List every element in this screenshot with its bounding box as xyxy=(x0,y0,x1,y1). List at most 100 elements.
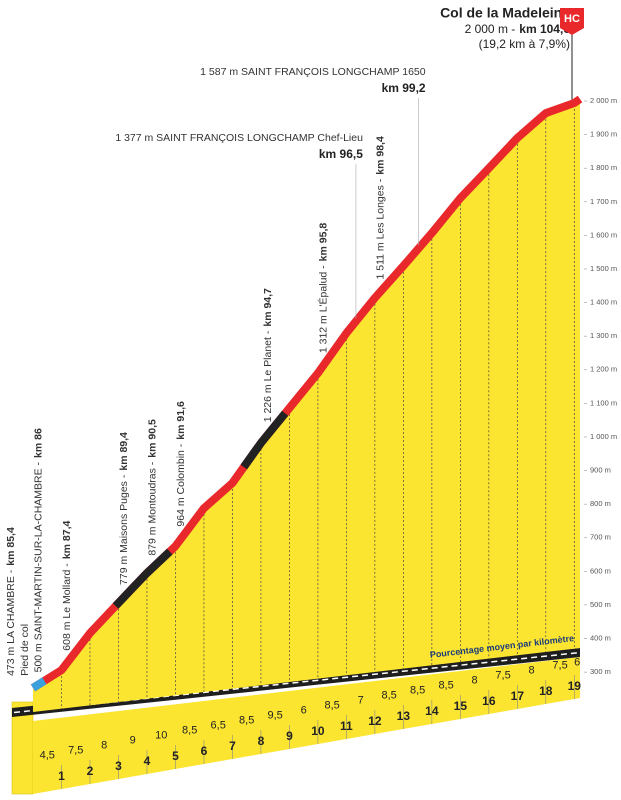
chart-title: Col de la Madeleine xyxy=(440,5,570,21)
gradient-label: 6 xyxy=(301,704,307,716)
y-tick-label: 700 m xyxy=(590,533,611,542)
x-tick-label: 4 xyxy=(144,754,151,768)
waypoint-km: km 91,6 xyxy=(175,401,187,440)
x-tick-label: 14 xyxy=(425,704,439,718)
gradient-label: 6 xyxy=(574,656,580,668)
gradient-label: 8 xyxy=(472,674,478,686)
y-tick-label: 800 m xyxy=(590,499,611,508)
profile-segment xyxy=(30,677,47,692)
x-tick-label: 19 xyxy=(568,679,582,693)
waypoint-label: 1 312 m L'Épalud - km 95,8 xyxy=(316,223,329,354)
waypoint-name: 1 226 m Le Planet - xyxy=(262,330,274,422)
gradient-label: 8,5 xyxy=(239,714,254,726)
gradient-label: 8,5 xyxy=(410,684,425,696)
gradient-label: 8 xyxy=(529,664,535,676)
waypoint-label: 779 m Maisons Puges - km 89,4 xyxy=(118,432,130,585)
waypoint-name: 879 m Montoudras - xyxy=(146,461,158,555)
waypoint-name: 608 m Le Mollard - xyxy=(61,563,73,651)
waypoint-name: 1 511 m Les Longes - xyxy=(374,178,386,279)
gradient-label: 7,5 xyxy=(552,659,567,671)
waypoint-label: 1 377 m SAINT FRANÇOIS LONGCHAMP Chef-Li… xyxy=(115,132,363,144)
waypoint-label: 964 m Colombin - km 91,6 xyxy=(175,401,187,527)
gradient-label: 8 xyxy=(101,739,107,751)
x-tick-label: 10 xyxy=(311,724,325,738)
x-tick-label: 9 xyxy=(286,729,293,743)
gradient-label: 8,5 xyxy=(438,679,453,691)
y-tick-label: 1 700 m xyxy=(590,197,617,206)
x-tick-label: 12 xyxy=(368,714,382,728)
badge-shape xyxy=(560,8,584,35)
y-tick-label: 900 m xyxy=(590,466,611,475)
badge-text: HC xyxy=(564,13,580,25)
y-tick-label: 2 000 m xyxy=(590,96,617,105)
profile-area xyxy=(33,101,580,712)
y-tick-label: 1 300 m xyxy=(590,331,617,340)
x-tick-label: 8 xyxy=(258,734,265,748)
summit-altitude: 2 000 m - xyxy=(465,22,516,36)
x-tick-label: 3 xyxy=(115,759,122,773)
y-tick-label: 1 100 m xyxy=(590,398,617,407)
x-tick-label: 2 xyxy=(87,764,94,778)
waypoint-km: km 85,4 xyxy=(5,527,17,566)
gradient-label: 7,5 xyxy=(495,669,510,681)
gradient-label: 7,5 xyxy=(68,744,83,756)
gradient-label: 8,5 xyxy=(381,689,396,701)
gradient-label: 4,5 xyxy=(40,749,55,761)
waypoint-km: km 87,4 xyxy=(61,520,73,559)
x-tick-label: 6 xyxy=(201,744,208,758)
waypoint-label: 1 226 m Le Planet - km 94,7 xyxy=(262,288,274,422)
waypoint-km: km 99,2 xyxy=(382,81,426,95)
y-tick-label: 1 900 m xyxy=(590,130,617,139)
waypoint-label: 473 m LA CHAMBRE - km 85,4 xyxy=(5,527,17,676)
gradient-label: 6,5 xyxy=(211,719,226,731)
gradient-label: 8,5 xyxy=(324,699,339,711)
y-tick-label: 400 m xyxy=(590,634,611,643)
y-tick-label: 300 m xyxy=(590,667,611,676)
y-tick-label: 500 m xyxy=(590,600,611,609)
x-tick-label: 15 xyxy=(454,699,468,713)
gradient-label: 8,5 xyxy=(182,724,197,736)
waypoint-label: 879 m Montoudras - km 90,5 xyxy=(146,419,158,556)
y-tick-label: 1 200 m xyxy=(590,365,617,374)
x-tick-label: 13 xyxy=(397,709,411,723)
waypoint-label: 500 m SAINT-MARTIN-SUR-LA-CHAMBRE - km 86 xyxy=(32,428,44,672)
waypoint-km: km 86 xyxy=(32,428,44,458)
y-tick-label: 1 500 m xyxy=(590,264,617,273)
summary: (19,2 km à 7,9%) xyxy=(479,37,570,51)
waypoint-sublabel: Pied de col xyxy=(19,624,31,676)
waypoint-km: km 90,5 xyxy=(146,419,158,458)
waypoint-km: km 96,5 xyxy=(319,147,363,161)
x-tick-label: 11 xyxy=(340,719,353,733)
x-tick-label: 1 xyxy=(58,769,65,783)
summit-line: 2 000 m - km 104,6 xyxy=(465,22,571,36)
gradient-label: 9,5 xyxy=(268,709,283,721)
waypoint-name: 964 m Colombin - xyxy=(175,443,187,526)
x-tick-label: 16 xyxy=(482,694,496,708)
x-tick-label: 7 xyxy=(229,739,236,753)
base-front-face xyxy=(33,657,580,794)
waypoint-name: 779 m Maisons Puges - xyxy=(118,474,130,585)
waypoint-name: 473 m LA CHAMBRE - xyxy=(5,569,17,676)
waypoint-km: km 89,4 xyxy=(118,432,130,471)
waypoint-label: 608 m Le Mollard - km 87,4 xyxy=(61,520,73,650)
waypoint-label: 1 587 m SAINT FRANÇOIS LONGCHAMP 1650 xyxy=(200,66,426,78)
waypoint-name: 1 312 m L'Épalud - xyxy=(316,265,329,353)
gradient-label: 7 xyxy=(358,694,364,706)
waypoint-km: km 98,4 xyxy=(374,136,386,175)
gradient-label: 9 xyxy=(130,734,136,746)
waypoint-km: km 94,7 xyxy=(262,288,274,327)
y-tick-label: 1 400 m xyxy=(590,298,617,307)
waypoint-km: km 95,8 xyxy=(317,223,329,262)
y-tick-label: 1 600 m xyxy=(590,230,617,239)
x-tick-label: 18 xyxy=(539,684,553,698)
summit-km: km 104,6 xyxy=(519,22,570,36)
gradient-label: 10 xyxy=(155,729,167,741)
y-tick-label: 1 000 m xyxy=(590,432,617,441)
profile-segment xyxy=(112,548,173,609)
x-tick-label: 17 xyxy=(511,689,525,703)
waypoint-name: 500 m SAINT-MARTIN-SUR-LA-CHAMBRE - xyxy=(32,461,44,672)
x-tick-label: 5 xyxy=(172,749,179,763)
